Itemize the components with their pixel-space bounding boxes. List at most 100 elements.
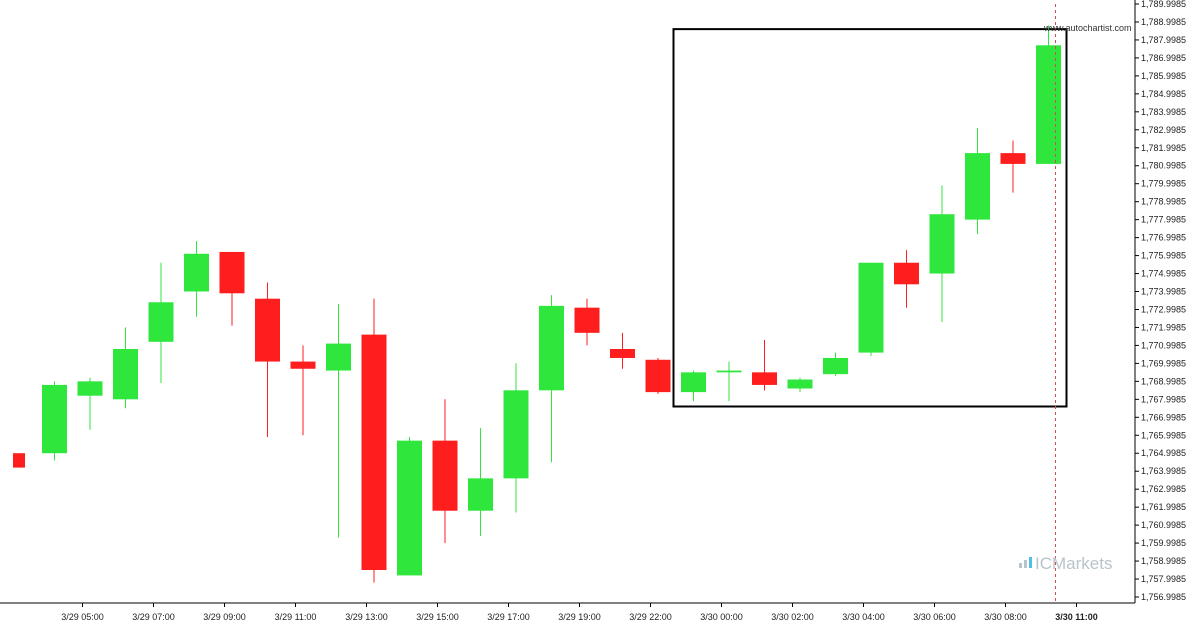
axis-layer bbox=[0, 0, 1136, 604]
candle-body bbox=[894, 262, 919, 285]
candle-body bbox=[574, 307, 600, 333]
x-tick-label: 3/30 06:00 bbox=[913, 612, 956, 622]
y-tick-label: 1,780.9985 bbox=[1141, 161, 1186, 171]
candle-body bbox=[503, 390, 529, 479]
candle-up bbox=[184, 241, 209, 317]
candle-body bbox=[929, 214, 955, 274]
y-tick-label: 1,758.9985 bbox=[1141, 556, 1186, 566]
candle-body bbox=[13, 453, 25, 468]
candle-body bbox=[432, 440, 458, 511]
y-tick-label: 1,756.9985 bbox=[1141, 592, 1186, 602]
y-tick-label: 1,777.9985 bbox=[1141, 215, 1186, 225]
candle-up bbox=[503, 363, 529, 513]
candle-up bbox=[468, 428, 493, 536]
candle-body bbox=[184, 253, 209, 292]
candle-up bbox=[681, 370, 706, 402]
candle-down bbox=[432, 399, 458, 544]
candle-body bbox=[361, 334, 387, 571]
candle-down bbox=[610, 332, 635, 369]
x-tick-label: 3/29 09:00 bbox=[203, 612, 246, 622]
y-tick-label: 1,775.9985 bbox=[1141, 251, 1186, 261]
x-tick-label: 3/29 05:00 bbox=[61, 612, 104, 622]
candle-body bbox=[113, 348, 138, 400]
candle-down bbox=[752, 340, 777, 391]
candle-body bbox=[42, 384, 67, 454]
candle-body bbox=[716, 370, 742, 373]
x-tick-labels: 3/29 05:00 3/29 07:00 3/29 09:00 3/29 11:00… bbox=[61, 603, 1098, 622]
brand-text: ICMarkets bbox=[1035, 554, 1112, 573]
y-tick-label: 1,765.9985 bbox=[1141, 430, 1186, 440]
candle-body bbox=[787, 379, 813, 389]
x-tick-label: 3/30 08:00 bbox=[984, 612, 1027, 622]
candle-body bbox=[255, 298, 280, 362]
candle-body bbox=[539, 305, 564, 391]
candle-body bbox=[1036, 45, 1061, 164]
candle-up bbox=[929, 185, 955, 323]
y-tick-label: 1,770.9985 bbox=[1141, 340, 1186, 350]
brand-bar-1 bbox=[1019, 563, 1022, 568]
x-tick-label: 3/29 22:00 bbox=[629, 612, 672, 622]
y-tick-label: 1,779.9985 bbox=[1141, 179, 1186, 189]
candle-up bbox=[965, 127, 990, 234]
y-tick-label: 1,760.9985 bbox=[1141, 520, 1186, 530]
candle-down bbox=[645, 357, 671, 394]
candle-up bbox=[397, 437, 422, 576]
candle-up bbox=[787, 377, 813, 393]
candle-body bbox=[77, 381, 103, 396]
y-tick-label: 1,774.9985 bbox=[1141, 269, 1186, 279]
y-tick-label: 1,781.9985 bbox=[1141, 143, 1186, 153]
y-tick-label: 1,757.9985 bbox=[1141, 574, 1186, 584]
x-tick-label: 3/30 04:00 bbox=[842, 612, 885, 622]
candle-up bbox=[539, 295, 564, 463]
x-tick-label: 3/29 13:00 bbox=[345, 612, 388, 622]
y-tick-label: 1,788.9985 bbox=[1141, 17, 1186, 27]
y-tick-label: 1,772.9985 bbox=[1141, 304, 1186, 314]
y-tick-label: 1,767.9985 bbox=[1141, 394, 1186, 404]
brand-logo: ICMarkets bbox=[1019, 554, 1112, 573]
brand-bar-3 bbox=[1029, 557, 1032, 568]
x-tick-label: 3/29 11:00 bbox=[275, 612, 317, 622]
candle-body bbox=[965, 153, 990, 220]
y-tick-label: 1,762.9985 bbox=[1141, 484, 1186, 494]
y-tick-label: 1,773.9985 bbox=[1141, 287, 1186, 297]
candle-up bbox=[42, 381, 67, 461]
candle-up bbox=[113, 327, 138, 409]
highlight-box bbox=[672, 28, 1068, 408]
y-tick-label: 1,759.9985 bbox=[1141, 538, 1186, 548]
candle-body bbox=[148, 302, 174, 342]
candles-layer bbox=[13, 25, 1061, 583]
x-tick-label: 3/30 02:00 bbox=[771, 612, 814, 622]
y-tick-label: 1,766.9985 bbox=[1141, 412, 1186, 422]
x-tick-label: 3/30 00:00 bbox=[700, 612, 743, 622]
candle-down bbox=[1000, 140, 1026, 193]
y-tick-label: 1,769.9985 bbox=[1141, 358, 1186, 368]
candle-body bbox=[326, 343, 351, 371]
y-tick-label: 1,764.9985 bbox=[1141, 448, 1186, 458]
candle-up bbox=[148, 262, 174, 384]
y-tick-label: 1,783.9985 bbox=[1141, 107, 1186, 117]
brand-bar-2 bbox=[1024, 560, 1027, 568]
x-tick-label: 3/29 17:00 bbox=[487, 612, 530, 622]
candle-down bbox=[219, 251, 245, 326]
x-tick-label: 3/30 11:00 bbox=[1055, 612, 1098, 622]
y-tick-label: 1,768.9985 bbox=[1141, 376, 1186, 386]
candle-body bbox=[858, 262, 884, 353]
y-tick-label: 1,786.9985 bbox=[1141, 53, 1186, 63]
candle-down bbox=[361, 298, 387, 583]
candle-body bbox=[219, 251, 245, 294]
candle-up bbox=[1036, 25, 1061, 164]
watermark-text: www.autochartist.com bbox=[1043, 23, 1132, 33]
y-tick-label: 1,761.9985 bbox=[1141, 502, 1186, 512]
candle-up bbox=[326, 304, 351, 538]
y-tick-label: 1,785.9985 bbox=[1141, 71, 1186, 81]
candle-down bbox=[255, 282, 280, 438]
candle-down bbox=[290, 345, 316, 436]
x-tick-label: 3/29 07:00 bbox=[132, 612, 175, 622]
candle-body bbox=[468, 478, 493, 511]
candle-up bbox=[716, 361, 742, 402]
candle-down bbox=[894, 250, 919, 308]
candle-down bbox=[13, 453, 25, 468]
candle-body bbox=[1000, 153, 1026, 164]
candle-body bbox=[645, 359, 671, 393]
